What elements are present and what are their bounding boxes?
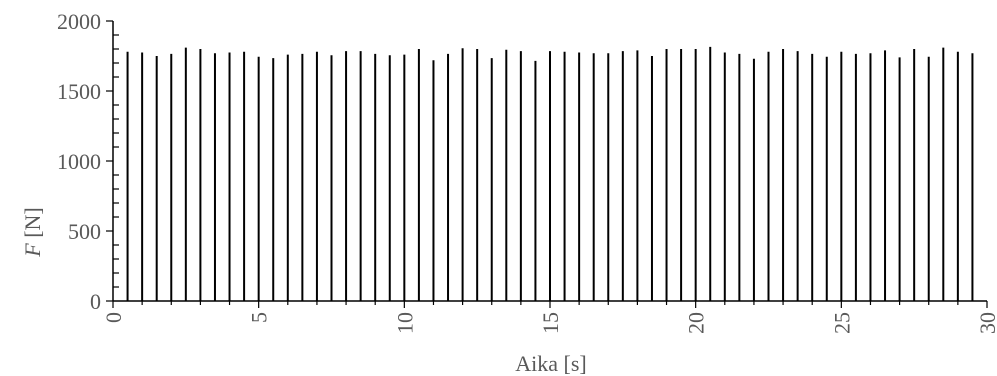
y-tick-label: 500 bbox=[68, 219, 101, 244]
x-tick-label: 10 bbox=[392, 312, 417, 334]
x-tick-label: 30 bbox=[975, 312, 997, 334]
y-tick-label: 2000 bbox=[57, 9, 101, 34]
y-tick-label: 1500 bbox=[57, 79, 101, 104]
x-tick-label: 5 bbox=[247, 312, 272, 323]
y-axis-title: F [N] bbox=[20, 207, 45, 258]
y-tick-label: 0 bbox=[90, 289, 101, 314]
x-tick-label: 0 bbox=[101, 312, 126, 323]
x-tick-label: 25 bbox=[829, 312, 854, 334]
spike-series bbox=[126, 46, 974, 301]
x-axis-ticks: 0 5 10 15 20 25 30 bbox=[101, 301, 997, 334]
x-tick-label: 20 bbox=[684, 312, 709, 334]
y-axis-ticks: 0 500 1000 1500 2000 bbox=[57, 9, 119, 314]
x-tick-label: 15 bbox=[538, 312, 563, 334]
x-axis-title: Aika [s] bbox=[515, 351, 586, 376]
y-tick-label: 1000 bbox=[57, 149, 101, 174]
